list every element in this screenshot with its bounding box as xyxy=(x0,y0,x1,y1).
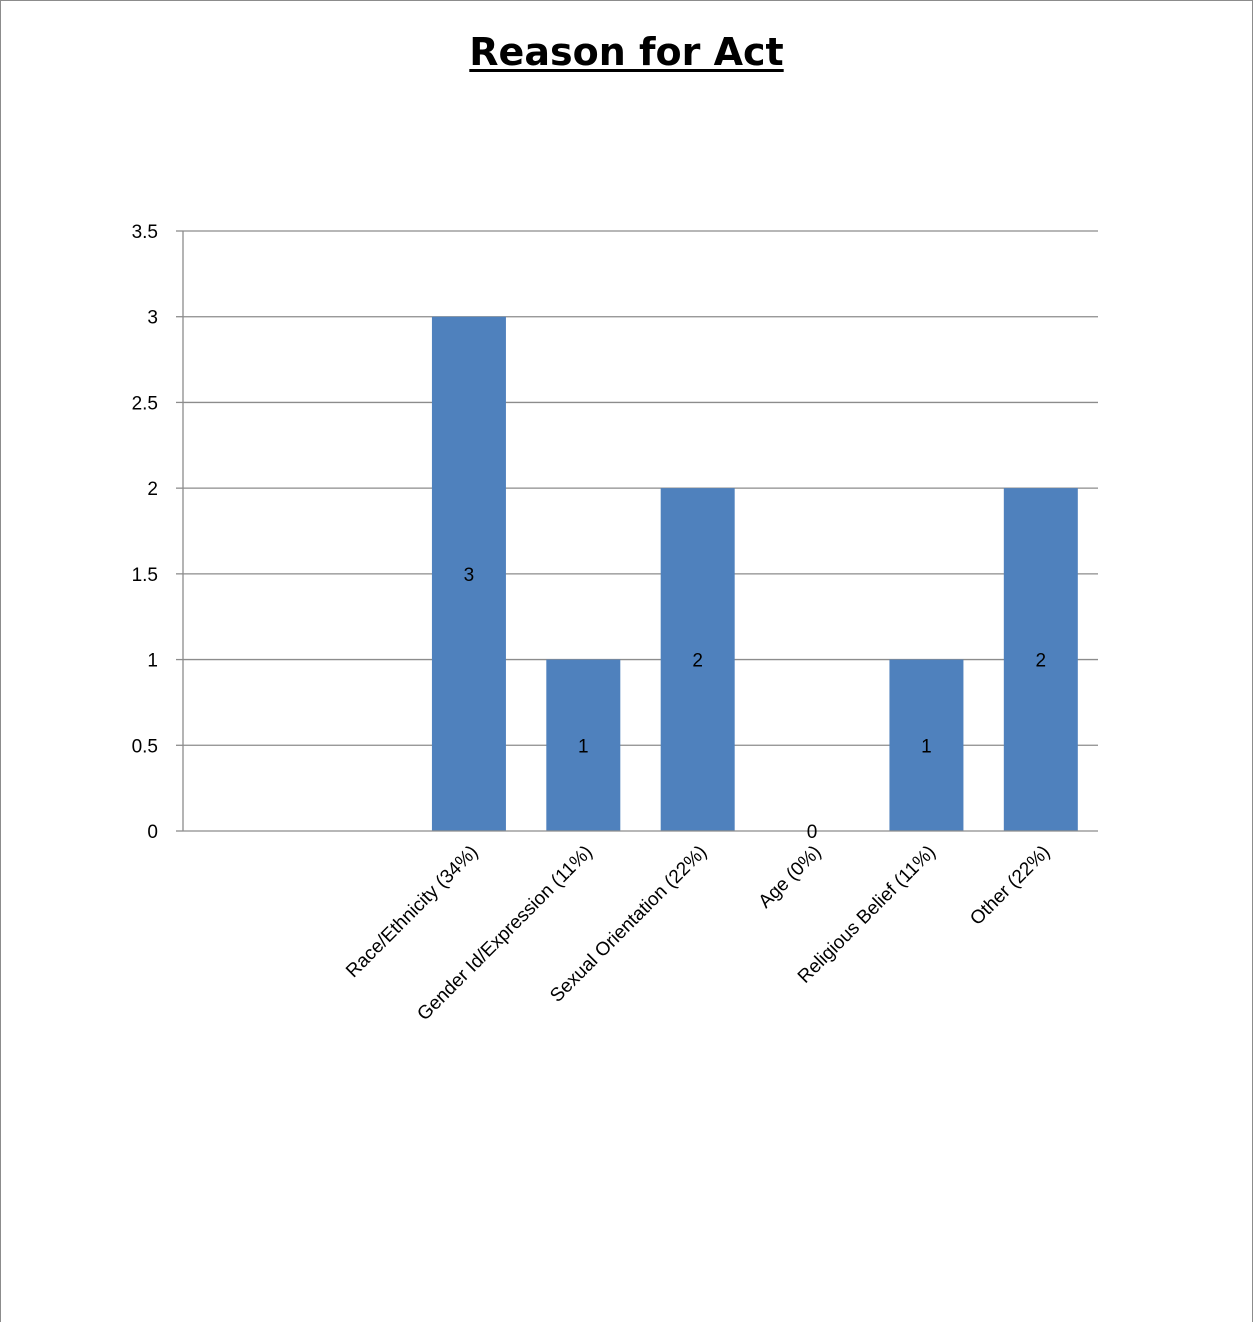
y-tick-label-5: 2.5 xyxy=(132,393,158,414)
category-labels: Race/Ethnicity (34%)Gender Id/Expression… xyxy=(342,842,1054,1025)
category-label-3: Age (0%) xyxy=(755,842,826,913)
bar-1 xyxy=(546,659,621,831)
gridlines xyxy=(176,230,1098,832)
data-label-2: 2 xyxy=(692,651,703,672)
y-tick-labels: 0 0.5 1 1.5 2 2.5 3 3.5 xyxy=(132,222,158,843)
data-label-0: 3 xyxy=(464,565,475,586)
y-tick-label-4: 2 xyxy=(147,479,158,500)
bar-5 xyxy=(1003,488,1078,831)
data-label-3: 0 xyxy=(807,822,818,843)
bar-0 xyxy=(431,316,506,831)
bar-2 xyxy=(660,488,735,831)
data-labels: 3 1 2 0 1 2 xyxy=(464,565,1046,843)
y-tick-label-2: 1 xyxy=(147,651,158,672)
y-tick-label-6: 3 xyxy=(147,308,158,329)
axes xyxy=(182,231,1098,832)
y-tick-label-1: 0.5 xyxy=(132,736,158,757)
category-label-5: Other (22%) xyxy=(966,842,1054,930)
data-label-1: 1 xyxy=(578,736,589,757)
chart-title: Reason for Act xyxy=(469,30,784,74)
y-tick-label-0: 0 xyxy=(147,822,158,843)
y-tick-label-3: 1.5 xyxy=(132,565,158,586)
data-label-5: 2 xyxy=(1036,651,1047,672)
y-tick-label-7: 3.5 xyxy=(132,222,158,243)
data-label-4: 1 xyxy=(921,736,932,757)
bar-4 xyxy=(889,659,964,831)
bars xyxy=(431,316,1078,831)
